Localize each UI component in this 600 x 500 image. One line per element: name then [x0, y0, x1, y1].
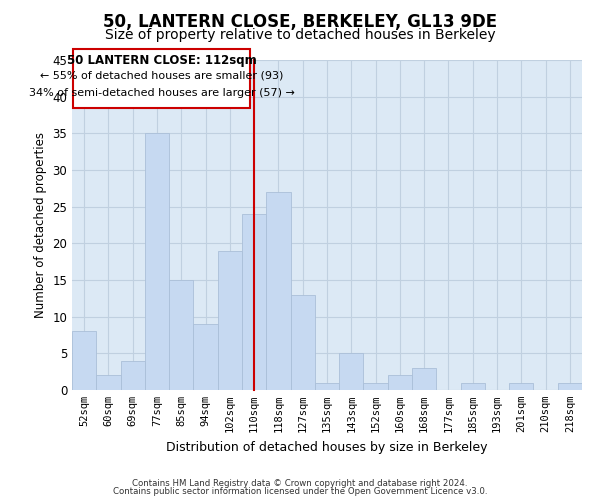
Bar [218, 250, 242, 390]
Bar [558, 382, 582, 390]
Bar [364, 382, 388, 390]
Text: 50, LANTERN CLOSE, BERKELEY, GL13 9DE: 50, LANTERN CLOSE, BERKELEY, GL13 9DE [103, 12, 497, 30]
Bar [339, 354, 364, 390]
FancyBboxPatch shape [73, 49, 251, 108]
Bar [388, 376, 412, 390]
Bar [145, 134, 169, 390]
X-axis label: Distribution of detached houses by size in Berkeley: Distribution of detached houses by size … [166, 440, 488, 454]
Bar [315, 382, 339, 390]
Bar [461, 382, 485, 390]
Bar [96, 376, 121, 390]
Text: 34% of semi-detached houses are larger (57) →: 34% of semi-detached houses are larger (… [29, 88, 295, 98]
Y-axis label: Number of detached properties: Number of detached properties [34, 132, 47, 318]
Text: 50 LANTERN CLOSE: 112sqm: 50 LANTERN CLOSE: 112sqm [67, 54, 257, 67]
Text: Contains public sector information licensed under the Open Government Licence v3: Contains public sector information licen… [113, 487, 487, 496]
Bar [72, 332, 96, 390]
Bar [193, 324, 218, 390]
Bar [266, 192, 290, 390]
Text: ← 55% of detached houses are smaller (93): ← 55% of detached houses are smaller (93… [40, 71, 284, 81]
Text: Size of property relative to detached houses in Berkeley: Size of property relative to detached ho… [104, 28, 496, 42]
Bar [509, 382, 533, 390]
Bar [121, 360, 145, 390]
Bar [242, 214, 266, 390]
Bar [169, 280, 193, 390]
Bar [412, 368, 436, 390]
Text: Contains HM Land Registry data © Crown copyright and database right 2024.: Contains HM Land Registry data © Crown c… [132, 478, 468, 488]
Bar [290, 294, 315, 390]
